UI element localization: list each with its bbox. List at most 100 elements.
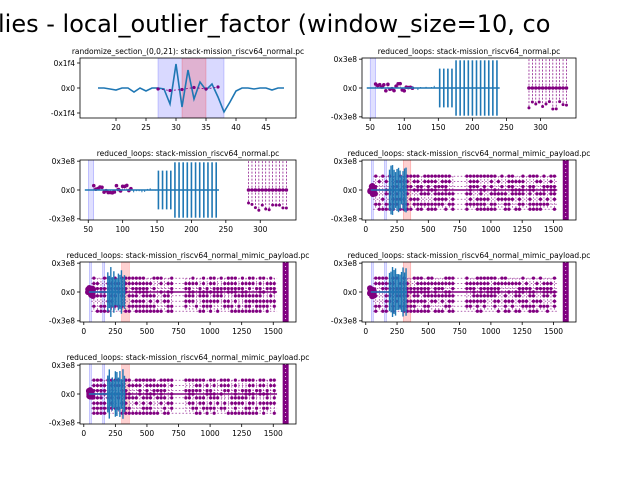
outlier-point xyxy=(194,396,199,400)
outlier-point xyxy=(493,276,497,280)
outlier-point xyxy=(398,81,402,86)
outlier-point xyxy=(386,82,390,87)
outlier-point xyxy=(141,290,146,294)
outlier-point xyxy=(433,281,437,286)
y-tick-label: 0x0 xyxy=(343,84,357,93)
outlier-point xyxy=(92,378,96,382)
outlier-point xyxy=(384,294,388,298)
outlier-point xyxy=(514,192,518,196)
outlier-point xyxy=(433,294,437,298)
subplot-title: reduced_loops: stack-mission_riscv64_nor… xyxy=(67,251,310,260)
outlier-point xyxy=(542,174,546,178)
subplot-title: reduced_loops: stack-mission_riscv64_nor… xyxy=(378,47,561,56)
outlier-point xyxy=(237,411,241,415)
outlier-point xyxy=(535,207,539,211)
outlier-point xyxy=(198,378,202,382)
outlier-point xyxy=(444,294,448,298)
outlier-point xyxy=(127,378,131,382)
outlier-point xyxy=(209,388,213,393)
outlier-point xyxy=(384,299,388,303)
outlier-point xyxy=(479,309,483,313)
outlier-point xyxy=(138,304,142,308)
x-tick-label: 1250 xyxy=(513,225,532,234)
outlier-point xyxy=(194,406,199,410)
x-tick-label: 100 xyxy=(115,225,130,234)
outlier-point xyxy=(535,202,539,206)
outlier-point xyxy=(145,378,149,382)
outlier-point xyxy=(538,179,543,184)
outlier-point xyxy=(244,290,248,294)
outlier-point xyxy=(500,197,504,201)
outlier-point xyxy=(212,383,216,388)
x-tick-label: 0 xyxy=(363,225,368,234)
outlier-point xyxy=(447,174,451,178)
outlier-point xyxy=(507,281,511,286)
outlier-point xyxy=(552,197,557,201)
outlier-point xyxy=(482,184,486,189)
outlier-point xyxy=(531,294,536,298)
outlier-point xyxy=(281,206,285,210)
outlier-point xyxy=(475,294,479,298)
outlier-point xyxy=(433,309,437,313)
outlier-point xyxy=(205,406,209,410)
outlier-point xyxy=(223,304,227,308)
outlier-point xyxy=(134,304,138,308)
outlier-point xyxy=(475,281,479,286)
outlier-point xyxy=(262,392,266,396)
outlier-point xyxy=(430,174,434,178)
outlier-point xyxy=(447,309,451,313)
outlier-point xyxy=(493,304,497,308)
outlier-point xyxy=(184,299,188,303)
outlier-point xyxy=(247,388,252,393)
outlier-point xyxy=(482,294,486,298)
outlier-point xyxy=(272,411,276,415)
outlier-point xyxy=(551,107,555,111)
outlier-point xyxy=(127,281,131,286)
x-tick-label: 1500 xyxy=(544,327,563,336)
outlier-point xyxy=(127,396,131,400)
x-tick-label: 35 xyxy=(201,123,211,132)
outlier-point xyxy=(447,304,451,308)
outlier-point xyxy=(267,208,271,212)
outlier-point xyxy=(444,192,448,196)
outlier-point xyxy=(247,401,252,405)
outlier-point xyxy=(148,309,153,313)
outlier-point xyxy=(552,174,557,178)
outlier-point xyxy=(237,396,241,400)
outlier-point xyxy=(479,192,483,196)
outlier-point xyxy=(493,192,497,196)
outlier-point xyxy=(230,396,234,400)
outlier-point xyxy=(549,179,553,184)
outlier-point xyxy=(412,286,416,291)
outlier-point xyxy=(258,290,262,294)
outlier-point xyxy=(191,290,195,294)
outlier-point xyxy=(141,411,146,415)
outlier-point xyxy=(412,188,416,192)
outlier-point xyxy=(233,401,237,405)
outlier-point xyxy=(468,179,472,184)
outlier-point xyxy=(212,281,216,286)
outlier-point xyxy=(542,281,546,286)
y-tick-label: -0x3e8 xyxy=(49,419,75,428)
plot-area xyxy=(85,262,289,322)
outlier-point xyxy=(102,286,107,291)
outlier-point xyxy=(416,207,420,211)
outlier-point xyxy=(159,276,163,280)
outlier-point xyxy=(521,179,525,184)
outlier-point xyxy=(542,304,546,308)
outlier-point xyxy=(440,309,444,313)
outlier-point xyxy=(521,299,525,303)
outlier-point xyxy=(447,276,451,280)
y-tick-label: 0x1f4 xyxy=(54,59,76,68)
outlier-point xyxy=(194,388,199,393)
outlier-point xyxy=(170,378,174,382)
outlier-point xyxy=(377,304,381,308)
x-tick-label: 0 xyxy=(81,429,86,438)
outlier-point xyxy=(209,309,213,313)
outlier-point xyxy=(430,276,434,280)
outlier-point xyxy=(233,281,237,286)
outlier-point xyxy=(468,304,472,308)
outlier-point xyxy=(433,188,437,192)
outlier-point xyxy=(194,281,199,286)
outlier-point xyxy=(542,286,546,291)
